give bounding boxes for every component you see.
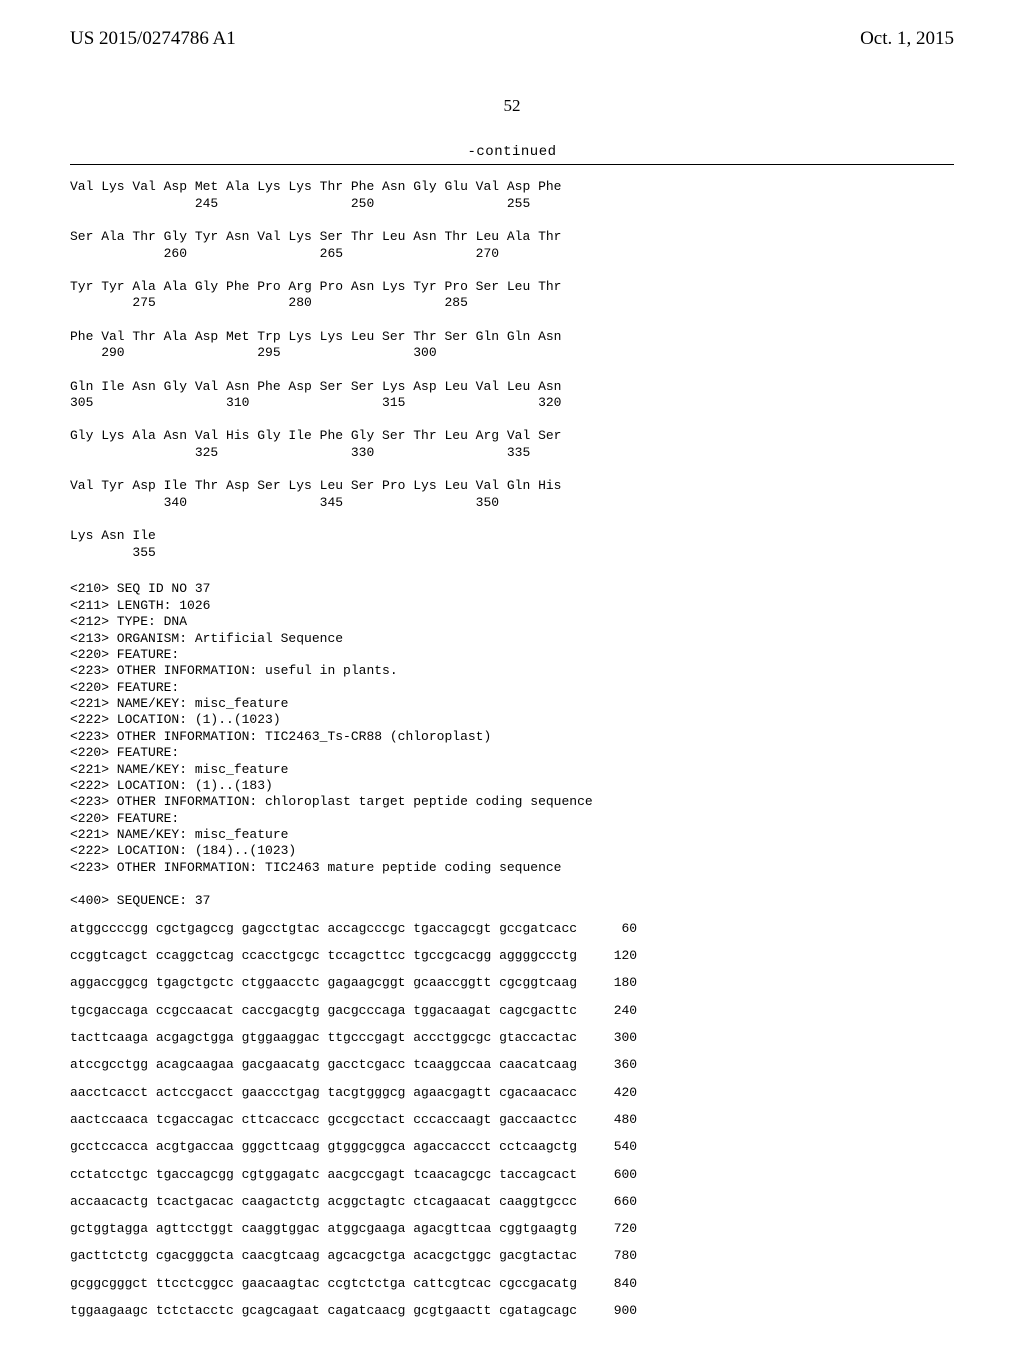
dna-row: gctggtagga agttcctggt caaggtggac atggcga… (70, 1215, 637, 1242)
dna-sequence: atggccccgg cgctgagccg gagcctgtac accagcc… (70, 915, 577, 942)
publication-date: Oct. 1, 2015 (860, 28, 954, 50)
dna-position: 360 (577, 1051, 637, 1078)
dna-sequence: gacttctctg cgacgggcta caacgtcaag agcacgc… (70, 1242, 577, 1269)
dna-row: gcggcgggct ttcctcggcc gaacaagtac ccgtctc… (70, 1270, 637, 1297)
dna-sequence: gcggcgggct ttcctcggcc gaacaagtac ccgtctc… (70, 1270, 577, 1297)
dna-sequence: tggaagaagc tctctacctc gcagcagaat cagatca… (70, 1297, 577, 1324)
dna-sequence: aacctcacct actccgacct gaaccctgag tacgtgg… (70, 1079, 577, 1106)
dna-sequence: atccgcctgg acagcaagaa gacgaacatg gacctcg… (70, 1051, 577, 1078)
dna-row: aggaccggcg tgagctgctc ctggaacctc gagaagc… (70, 969, 637, 996)
dna-position: 540 (577, 1133, 637, 1160)
dna-sequence: tacttcaaga acgagctgga gtggaaggac ttgcccg… (70, 1024, 577, 1051)
dna-row: atggccccgg cgctgagccg gagcctgtac accagcc… (70, 915, 637, 942)
dna-row: tgcgaccaga ccgccaacat caccgacgtg gacgccc… (70, 997, 637, 1024)
dna-position: 780 (577, 1242, 637, 1269)
dna-sequence: accaacactg tcactgacac caagactctg acggcta… (70, 1188, 577, 1215)
sequence-metadata-block: <210> SEQ ID NO 37 <211> LENGTH: 1026 <2… (70, 581, 954, 909)
dna-row: gacttctctg cgacgggcta caacgtcaag agcacgc… (70, 1242, 637, 1269)
dna-row: ccggtcagct ccaggctcag ccacctgcgc tccagct… (70, 942, 637, 969)
dna-row: accaacactg tcactgacac caagactctg acggcta… (70, 1188, 637, 1215)
dna-row: atccgcctgg acagcaagaa gacgaacatg gacctcg… (70, 1051, 637, 1078)
dna-row: aacctcacct actccgacct gaaccctgag tacgtgg… (70, 1079, 637, 1106)
dna-position: 480 (577, 1106, 637, 1133)
dna-row: tggaagaagc tctctacctc gcagcagaat cagatca… (70, 1297, 637, 1324)
dna-sequence: aggaccggcg tgagctgctc ctggaacctc gagaagc… (70, 969, 577, 996)
dna-row: aactccaaca tcgaccagac cttcaccacc gccgcct… (70, 1106, 637, 1133)
page-header: US 2015/0274786 A1 Oct. 1, 2015 (70, 28, 954, 50)
dna-row: gcctccacca acgtgaccaa gggcttcaag gtgggcg… (70, 1133, 637, 1160)
protein-sequence-block: Val Lys Val Asp Met Ala Lys Lys Thr Phe … (70, 179, 954, 561)
dna-position: 660 (577, 1188, 637, 1215)
continued-label: -continued (70, 144, 954, 160)
dna-position: 720 (577, 1215, 637, 1242)
dna-row: tacttcaaga acgagctgga gtggaaggac ttgcccg… (70, 1024, 637, 1051)
dna-sequence: gctggtagga agttcctggt caaggtggac atggcga… (70, 1215, 577, 1242)
dna-position: 600 (577, 1161, 637, 1188)
dna-position: 240 (577, 997, 637, 1024)
dna-sequence: ccggtcagct ccaggctcag ccacctgcgc tccagct… (70, 942, 577, 969)
dna-row: cctatcctgc tgaccagcgg cgtggagatc aacgccg… (70, 1161, 637, 1188)
dna-sequence-table: atggccccgg cgctgagccg gagcctgtac accagcc… (70, 915, 637, 1324)
dna-sequence: aactccaaca tcgaccagac cttcaccacc gccgcct… (70, 1106, 577, 1133)
dna-position: 180 (577, 969, 637, 996)
horizontal-rule (70, 164, 954, 165)
page-container: US 2015/0274786 A1 Oct. 1, 2015 52 -cont… (0, 0, 1024, 1364)
publication-number: US 2015/0274786 A1 (70, 28, 236, 50)
dna-position: 120 (577, 942, 637, 969)
dna-sequence: tgcgaccaga ccgccaacat caccgacgtg gacgccc… (70, 997, 577, 1024)
dna-sequence: cctatcctgc tgaccagcgg cgtggagatc aacgccg… (70, 1161, 577, 1188)
dna-sequence: gcctccacca acgtgaccaa gggcttcaag gtgggcg… (70, 1133, 577, 1160)
page-number: 52 (70, 96, 954, 116)
dna-position: 300 (577, 1024, 637, 1051)
dna-position: 900 (577, 1297, 637, 1324)
dna-position: 420 (577, 1079, 637, 1106)
dna-position: 60 (577, 915, 637, 942)
dna-position: 840 (577, 1270, 637, 1297)
